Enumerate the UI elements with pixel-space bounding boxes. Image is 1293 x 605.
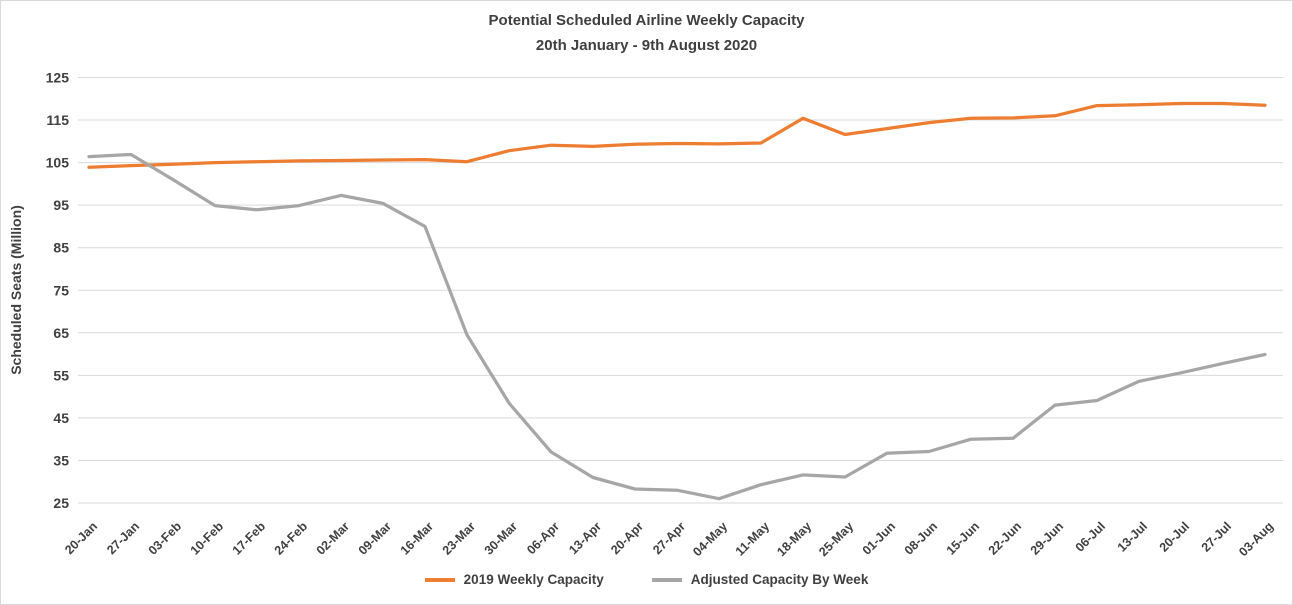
legend-label-2019-weekly-capacity: 2019 Weekly Capacity [463,572,604,587]
x-tick-label: 16-Mar [398,519,436,557]
legend-item-adjusted-capacity: Adjusted Capacity By Week [651,572,869,587]
y-tick-label: 35 [53,452,69,468]
y-tick-label: 105 [46,155,70,171]
y-tick-label: 65 [53,325,69,341]
legend-swatch-2019-weekly-capacity [424,577,455,582]
chart-title-block: Potential Scheduled Airline Weekly Capac… [1,8,1292,58]
x-tick-label: 20-Apr [608,519,646,557]
x-tick-label: 30-Mar [482,519,520,557]
x-tick-label: 17-Feb [230,519,269,558]
x-tick-label: 13-Apr [566,519,604,557]
x-tick-label: 06-Jul [1073,519,1108,554]
y-tick-label: 95 [53,197,69,213]
chart-subtitle: 20th January - 9th August 2020 [535,37,758,54]
x-tick-label: 08-Jun [902,519,940,557]
series-line-2019-weekly-capacity [87,101,1267,169]
y-tick-label: 115 [46,112,69,128]
x-tick-label: 27-Jul [1199,519,1234,554]
chart-title: Potential Scheduled Airline Weekly Capac… [488,12,805,29]
y-tick-label: 75 [53,282,69,298]
y-axis-title: Scheduled Seats (Million) [8,205,24,375]
x-tick-label: 18-May [774,519,814,559]
x-tick-label: 25-May [816,519,856,559]
x-tick-label: 03-Feb [146,519,185,558]
x-tick-label: 06-Apr [524,519,562,557]
y-tick-label: 85 [53,240,69,256]
x-tick-label: 27-Jan [104,519,142,557]
series-line-adjusted-capacity-by-week [87,152,1267,501]
x-tick-label: 20-Jan [62,519,100,557]
x-tick-label: 23-Mar [440,519,478,557]
x-tick-label: 11-May [733,519,772,558]
y-tick-label: 45 [53,410,69,426]
legend-item-2019-weekly-capacity: 2019 Weekly Capacity [424,572,604,587]
x-tick-label: 29-Jun [1028,519,1066,557]
x-tick-label: 22-Jun [986,519,1024,557]
x-tick-label: 20-Jul [1157,519,1192,554]
x-tick-label: 10-Feb [188,519,227,558]
x-tick-label: 27-Apr [650,519,688,557]
x-tick-label: 13-Jul [1115,519,1150,554]
x-tick-label: 01-Jun [860,519,898,557]
x-tick-label: 04-May [690,519,730,559]
y-tick-label: 25 [53,495,69,511]
y-tick-label: 55 [53,367,69,383]
legend-swatch-adjusted-capacity [651,577,682,582]
x-tick-label: 02-Mar [314,519,352,557]
y-tick-label: 125 [46,70,70,86]
x-tick-label: 09-Mar [356,519,394,557]
legend-label-adjusted-capacity: Adjusted Capacity By Week [690,572,869,587]
x-tick-label: 03-Aug [1236,519,1276,559]
x-tick-label: 24-Feb [272,519,311,558]
x-tick-label: 15-Jun [944,519,982,557]
legend: 2019 Weekly Capacity Adjusted Capacity B… [1,572,1292,587]
